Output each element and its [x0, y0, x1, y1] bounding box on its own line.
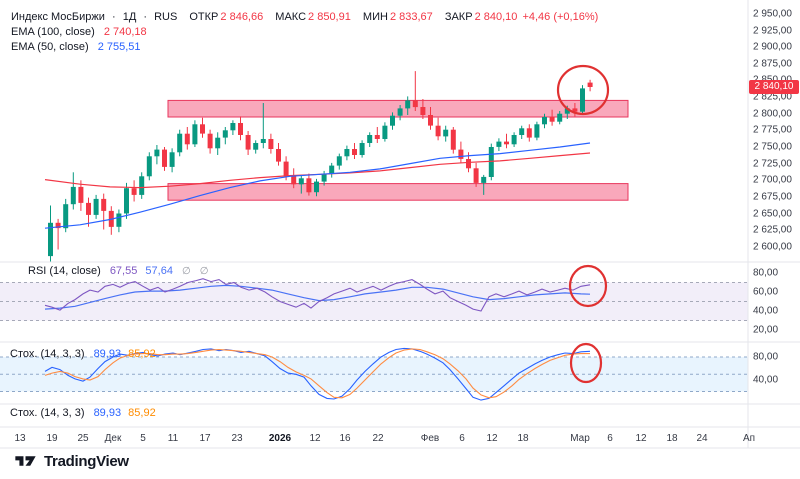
stoch2-label[interactable]: Стох. (14, 3, 3) — [10, 407, 85, 419]
time-axis-label: 19 — [46, 433, 58, 444]
low-label: МИН — [362, 11, 388, 23]
price-axis-label: 2 725,00 — [753, 158, 792, 170]
stoch2-d-value: 85,92 — [128, 407, 156, 419]
price-axis-label: 2 600,00 — [753, 241, 792, 253]
last-price-label: 2 840,10 — [749, 80, 799, 94]
price-zone-rectangle[interactable] — [167, 183, 629, 201]
time-axis-label: 22 — [372, 433, 384, 444]
time-axis-label: 23 — [231, 433, 243, 444]
rsi-value: 67,55 — [109, 265, 138, 277]
price-axis-label: 2 750,00 — [753, 141, 792, 153]
open-value: 2 846,66 — [220, 11, 264, 23]
ema100-legend[interactable]: EMA (100, close) 2 740,18 — [11, 26, 147, 38]
rsi-ma-value: 57,64 — [145, 265, 173, 277]
stoch2-k-value: 89,93 — [93, 407, 122, 419]
tradingview-logo-text: TradingView — [44, 452, 129, 470]
annotation-circle[interactable] — [568, 264, 608, 308]
time-axis-label: 11 — [167, 433, 179, 444]
symbol-legend[interactable]: Индекс МосБиржи · 1Д · RUS ОТКР 2 846,66 … — [11, 11, 598, 23]
rsi-axis-label: 80,00 — [753, 267, 779, 279]
stoch-axis-label: 80,00 — [753, 351, 779, 363]
separator: · — [111, 11, 116, 23]
time-axis-label: Мар — [570, 433, 590, 444]
ema50-label[interactable]: EMA (50, close) — [11, 41, 89, 53]
time-axis[interactable]: 13 19 25 Дек 5 11 17 23 2026 12 16 22 Фев 6 12 18 Мар 6 12… — [0, 427, 800, 448]
interval-value[interactable]: 1Д — [122, 11, 137, 23]
time-axis-label: 6 — [459, 433, 465, 444]
time-axis-label: Ап — [742, 433, 756, 444]
rsi-line[interactable] — [44, 278, 591, 312]
price-axis-label: 2 950,00 — [753, 8, 792, 20]
rsi-axis-label: 40,00 — [753, 305, 779, 317]
stoch-axis-label: 40,00 — [753, 374, 779, 386]
time-axis-label: 2026 — [268, 433, 292, 444]
rsi-label[interactable]: RSI (14, close) — [28, 265, 101, 277]
symbol-title[interactable]: Индекс МосБиржи — [11, 11, 105, 23]
high-label: МАКС — [275, 11, 307, 23]
ema50-legend[interactable]: EMA (50, close) 2 755,51 — [11, 41, 141, 53]
separator: · — [143, 11, 148, 23]
high-value: 2 850,91 — [308, 11, 351, 23]
time-axis-label: 5 — [140, 433, 146, 444]
time-axis-label: 12 — [635, 433, 647, 444]
price-axis-label: 2 825,00 — [753, 91, 792, 103]
price-axis-label: 2 925,00 — [753, 25, 792, 36]
time-axis-label: 18 — [517, 433, 529, 444]
annotation-circle[interactable] — [569, 342, 603, 384]
time-axis-label: 24 — [696, 433, 708, 444]
rsi-legend[interactable]: RSI (14, close) 67,55 57,64 ∅ ∅ — [28, 265, 209, 277]
price-axis-label: 2 775,00 — [753, 124, 792, 136]
price-axis-label: 2 625,00 — [753, 224, 792, 236]
stoch-d-line[interactable] — [44, 348, 590, 399]
price-axis-label: 2 675,00 — [753, 191, 792, 203]
price-axis-label: 2 900,00 — [753, 41, 792, 53]
time-axis-label: Дек — [104, 433, 122, 444]
rsi-axis-label: 60,00 — [753, 286, 779, 298]
ema100-label[interactable]: EMA (100, close) — [11, 26, 95, 38]
price-axis-label: 2 700,00 — [753, 174, 792, 186]
low-value: 2 833,67 — [389, 11, 433, 23]
stoch-d-value: 85,92 — [128, 348, 156, 360]
close-label: ЗАКР — [444, 11, 473, 23]
price-axis-label: 2 800,00 — [753, 108, 792, 120]
tradingview-logo[interactable]: TradingView — [14, 452, 129, 470]
annotation-circle[interactable] — [556, 64, 610, 116]
time-axis-label: 18 — [666, 433, 678, 444]
price-axis-label: 2 650,00 — [753, 208, 792, 219]
time-axis-label: 6 — [607, 433, 613, 444]
time-axis-label: Фев — [420, 433, 440, 444]
close-value: 2 840,10 — [474, 11, 518, 23]
rsi-hidden-band-icon: ∅ — [182, 266, 191, 277]
ema100-value: 2 740,18 — [103, 26, 147, 38]
exchange-label: RUS — [154, 11, 178, 23]
tradingview-logo-icon — [15, 456, 36, 466]
time-axis-label: 25 — [77, 433, 89, 444]
ema50-value: 2 755,51 — [97, 41, 141, 53]
stoch-label[interactable]: Стох. (14, 3, 3) — [10, 348, 85, 360]
time-axis-label: 13 — [14, 433, 26, 444]
rsi-axis-label: 20,00 — [753, 324, 779, 336]
stoch-legend[interactable]: Стох. (14, 3, 3) 89,93 85,92 — [10, 348, 156, 360]
price-axis[interactable]: 2 950,002 925,002 900,002 875,002 850,00… — [748, 0, 800, 448]
candlestick-series[interactable] — [48, 71, 593, 262]
open-label: ОТКР — [189, 11, 219, 23]
rsi-hidden-band-icon: ∅ — [199, 266, 209, 277]
stoch-k-value: 89,93 — [93, 348, 122, 360]
ema50-line[interactable] — [44, 142, 591, 229]
time-axis-label: 12 — [486, 433, 498, 444]
time-axis-label: 12 — [309, 433, 321, 444]
rsi-ma-line[interactable] — [44, 284, 591, 310]
time-axis-label: 16 — [339, 433, 351, 444]
price-axis-label: 2 875,00 — [753, 58, 792, 70]
time-axis-label: 17 — [199, 433, 211, 444]
stoch2-legend[interactable]: Стох. (14, 3, 3) 89,93 85,92 — [10, 407, 156, 419]
change-value: +4,46 (+0,16%) — [522, 11, 599, 23]
